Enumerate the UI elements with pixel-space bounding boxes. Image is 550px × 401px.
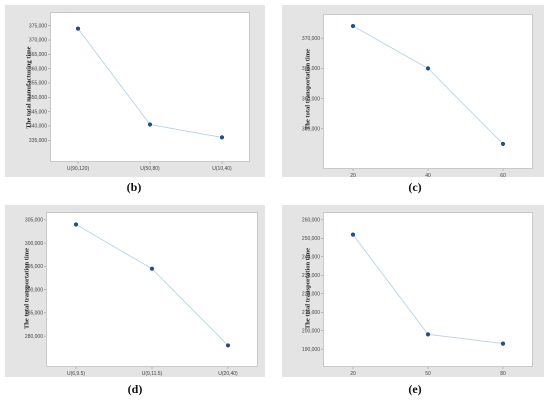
panel-e-data-point <box>425 332 431 337</box>
panel-b-ytick-label: 335,000 <box>29 138 47 144</box>
panel-b-ytick-label: 365,000 <box>29 52 47 58</box>
panel-c-ytick-label: 355,000 <box>302 127 320 133</box>
panel-e-ytick-label: 260,000 <box>302 218 320 224</box>
panel-d-xtick-label: U(6,9.5) <box>67 371 85 377</box>
panel-b-ytick-label: 370,000 <box>29 38 47 44</box>
panel-e-caption: (e) <box>408 382 422 396</box>
panel-e-ytick-label: 250,000 <box>302 236 320 242</box>
panel-c-xtick-label: 40 <box>425 173 431 179</box>
panel-b-ytick-label: 350,000 <box>29 95 47 101</box>
panel-b-data-point <box>219 135 225 140</box>
panel-c-data-point <box>500 141 506 147</box>
panel-d-plot-area <box>46 212 258 367</box>
panel-b-xtick-label: U(90,120) <box>67 166 90 172</box>
panel-e-plot-area <box>323 212 533 367</box>
panel-e-data-point <box>500 341 506 346</box>
panel-b-data-point <box>75 26 81 31</box>
panel-c-xtick-label: 60 <box>500 173 506 179</box>
panel-b-caption: (b) <box>126 180 142 194</box>
panel-e-xtick-label: 80 <box>500 371 506 377</box>
panel-d-ytick-label: 290,000 <box>25 287 43 293</box>
panel-e-ytick-label: 200,000 <box>302 328 320 334</box>
panel-d-data-point <box>149 266 155 271</box>
panel-c-ytick-label: 360,000 <box>302 96 320 102</box>
panel-d-ytick-label: 280,000 <box>25 334 43 340</box>
panel-e-y-axis-title: The total transportation time <box>304 247 312 330</box>
panel-c-data-point <box>425 66 431 71</box>
panel-c-plot-area <box>323 14 533 169</box>
panel-e-ytick-label: 220,000 <box>302 291 320 297</box>
panel-d-xtick-label: U(20,40) <box>218 371 238 377</box>
panel-e-ytick-label: 210,000 <box>302 310 320 316</box>
panel-e-xtick-label: 50 <box>425 371 431 377</box>
panel-e-xtick-label: 20 <box>350 371 356 377</box>
panel-c-ytick-label: 365,000 <box>302 66 320 72</box>
panel-d-caption: (d) <box>127 382 143 396</box>
panel-d-xtick-label: U(9,11.5) <box>142 371 163 377</box>
panel-d-ytick-label: 295,000 <box>25 264 43 270</box>
panel-c-ytick-label: 370,000 <box>302 36 320 42</box>
panel-d-ytick-label: 300,000 <box>25 241 43 247</box>
panel-e-series-line <box>352 234 504 345</box>
panel-b-xtick-label: U(50,80) <box>140 166 160 172</box>
panel-d-data-point <box>73 222 79 227</box>
panel-d-ytick-label: 285,000 <box>25 311 43 317</box>
panel-c-caption: (c) <box>408 180 422 194</box>
panel-b-ytick-label: 360,000 <box>29 66 47 72</box>
panel-b-data-point <box>147 122 153 127</box>
panel-d-ytick-label: 305,000 <box>25 218 43 224</box>
panel-c-xtick-label: 20 <box>350 173 356 179</box>
panel-b-ytick-label: 375,000 <box>29 23 47 29</box>
panel-b-xtick-label: U(10,40) <box>212 166 232 172</box>
panel-c-data-point <box>350 23 356 29</box>
panel-e-data-point <box>350 232 356 237</box>
panel-b-ytick-label: 340,000 <box>29 124 47 130</box>
panel-b-plot-area <box>50 12 250 162</box>
panel-e-ytick-label: 240,000 <box>302 254 320 260</box>
panel-b-ytick-label: 355,000 <box>29 81 47 87</box>
panel-b-ytick-label: 345,000 <box>29 109 47 115</box>
panel-e-ytick-label: 230,000 <box>302 273 320 279</box>
panel-e-ytick-label: 190,000 <box>302 347 320 353</box>
panel-d-data-point <box>225 343 231 348</box>
